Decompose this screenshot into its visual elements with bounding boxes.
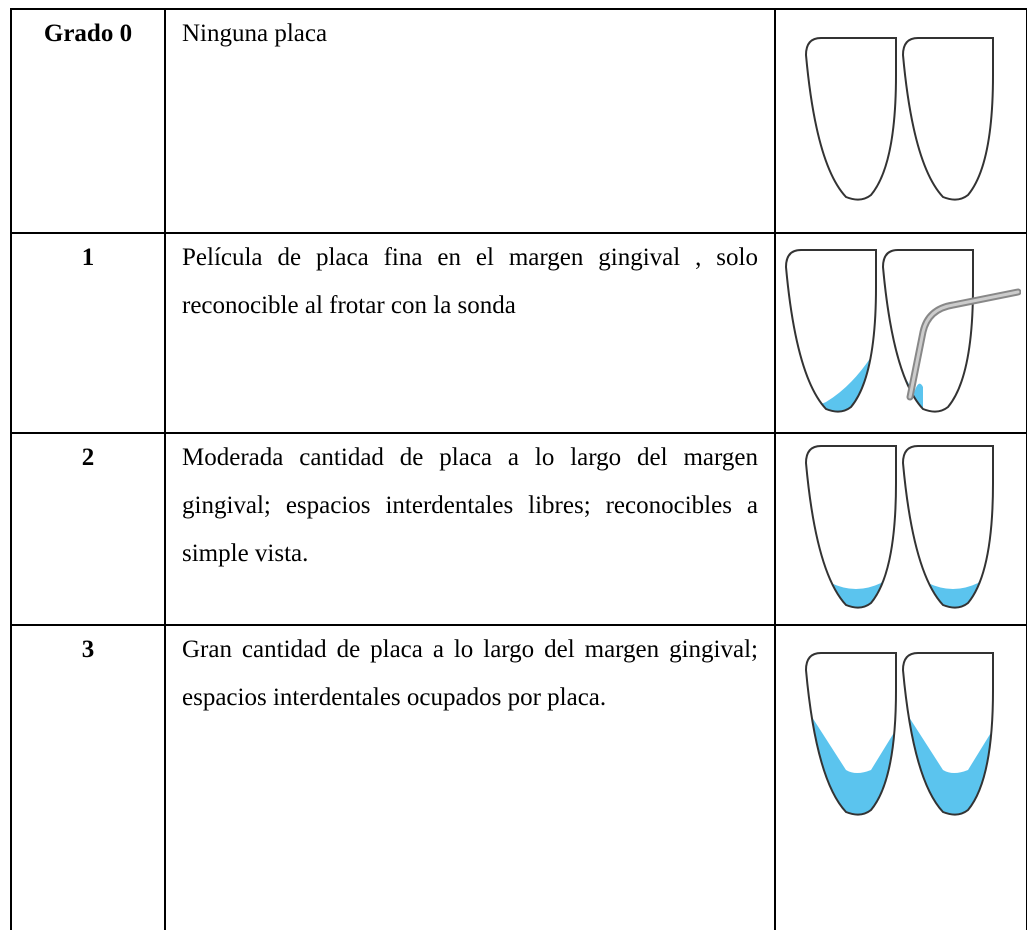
grade: 3: [10, 624, 166, 930]
illustration-cell: [774, 432, 1027, 626]
description: Moderada cantidad de placa a lo largo de…: [164, 432, 776, 626]
teeth-illustration: [805, 652, 994, 816]
grade: Grado 0: [10, 8, 166, 234]
teeth-illustration: [785, 249, 1021, 413]
description: Gran cantidad de placa a lo largo del ma…: [164, 624, 776, 930]
grade: 2: [10, 432, 166, 626]
illustration-cell: [774, 232, 1027, 434]
row: Grado 0 Ninguna placa: [10, 8, 1027, 234]
teeth-illustration: [805, 445, 994, 609]
row: 2 Moderada cantidad de placa a lo largo …: [10, 432, 1027, 626]
illustration-cell: [774, 8, 1027, 234]
teeth-illustration: [805, 37, 994, 201]
illustration-cell: [774, 624, 1027, 930]
grade: 1: [10, 232, 166, 434]
row: 3 Gran cantidad de placa a lo largo del …: [10, 624, 1027, 930]
description: Ninguna placa: [164, 8, 776, 234]
plaque-table: Grado 0 Ninguna placa 1 Película de plac…: [10, 8, 1027, 930]
description: Película de placa fina en el margen ging…: [164, 232, 776, 434]
row: 1 Película de placa fina en el margen gi…: [10, 232, 1027, 434]
